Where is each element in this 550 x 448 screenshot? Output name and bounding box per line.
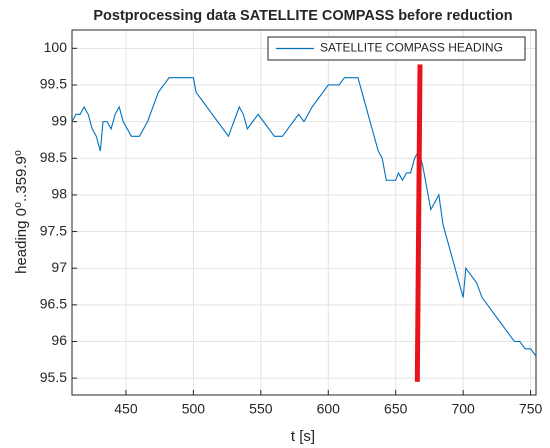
y-tick-label: 100 (44, 39, 68, 55)
y-tick-label: 98 (51, 186, 67, 202)
legend-label: SATELLITE COMPASS HEADING (320, 41, 503, 55)
x-tick-label: 550 (249, 401, 273, 417)
y-tick-label: 98.5 (40, 149, 67, 165)
x-tick-label: 450 (114, 401, 138, 417)
legend-box (267, 36, 526, 61)
y-tick-label: 95.5 (40, 369, 67, 385)
y-tick-label: 97.5 (40, 222, 67, 238)
x-tick-label: 650 (384, 401, 408, 417)
chart-title: Postprocessing data SATELLITE COMPASS be… (93, 8, 512, 24)
y-axis-label: heading 0⁰..359.9⁰ (13, 150, 30, 274)
y-tick-label: 99.5 (40, 76, 67, 92)
annotation-line (414, 64, 423, 382)
y-tick-label: 96 (51, 332, 67, 348)
y-tick-label: 99 (51, 112, 67, 128)
x-tick-label: 750 (519, 401, 543, 417)
y-tick-label: 97 (51, 259, 67, 275)
x-tick-label: 600 (317, 401, 341, 417)
data-line (71, 77, 537, 357)
x-tick-label: 700 (451, 401, 475, 417)
y-tick-label: 96.5 (40, 296, 67, 312)
axes-box (71, 29, 537, 396)
x-axis-label: t [s] (291, 428, 315, 445)
x-tick-label: 500 (182, 401, 206, 417)
plot-area (72, 30, 536, 395)
